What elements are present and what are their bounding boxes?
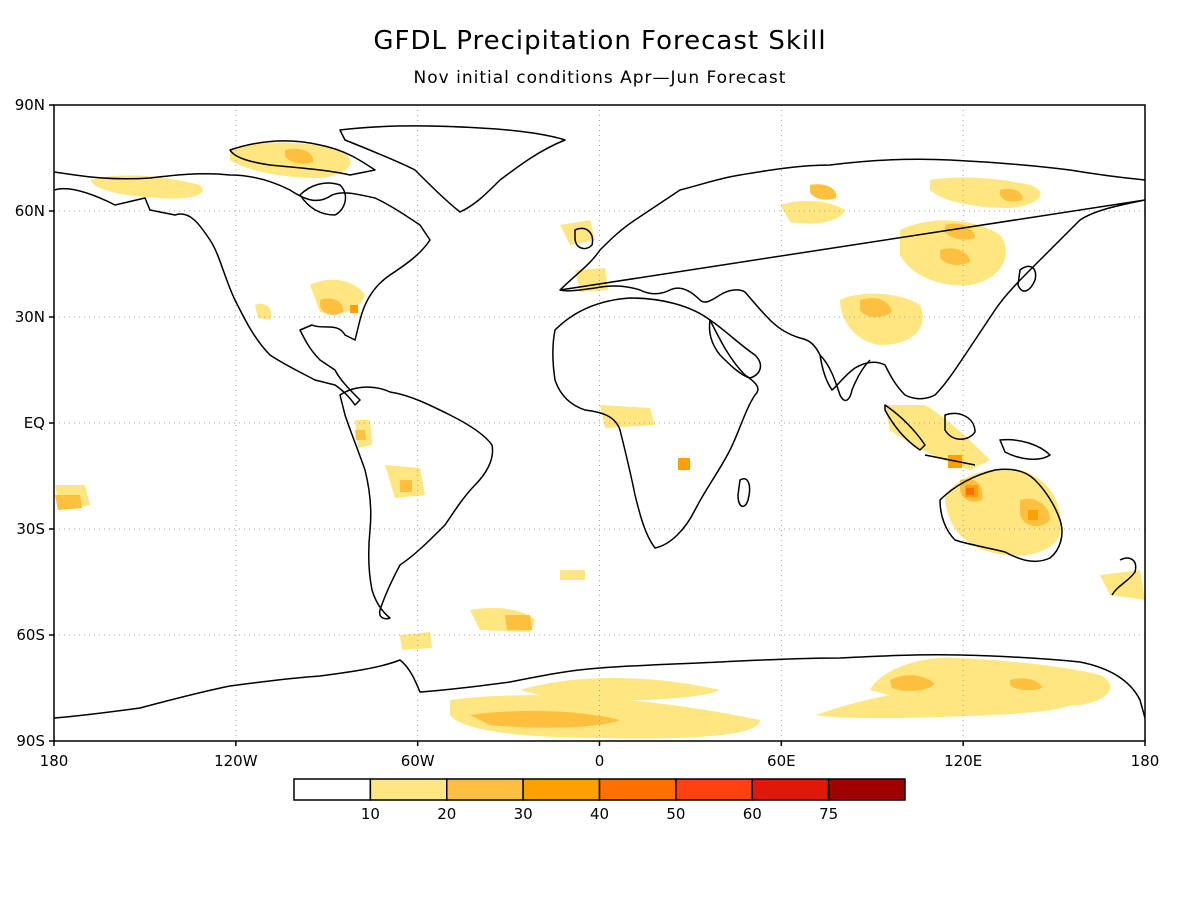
new-zealand-coast — [1111, 557, 1137, 596]
colorbar-swatch — [446, 778, 524, 801]
africa-coast — [552, 297, 759, 549]
skill-shading — [55, 142, 1145, 739]
coastlines — [54, 125, 1145, 719]
colorbar-swatch — [827, 778, 906, 801]
map-subtitle: Nov initial conditions Apr—Jun Forecast — [413, 68, 787, 88]
lat-label: 90N — [15, 96, 45, 114]
lon-label: 60E — [767, 752, 796, 770]
south-america-coast — [339, 386, 494, 620]
map-gridlines — [54, 105, 1145, 741]
lat-label: 60S — [16, 626, 45, 644]
skill-class-20-30 — [55, 148, 1050, 728]
colorbar-label: 40 — [590, 805, 609, 823]
madagascar-coast — [737, 478, 751, 507]
colorbar-swatch — [598, 778, 677, 801]
colorbar-swatch — [522, 778, 601, 801]
lon-label: 180 — [40, 752, 69, 770]
india-coast — [819, 354, 871, 402]
colorbar-swatch — [675, 778, 753, 801]
japan-coast — [1017, 265, 1037, 292]
lat-label: 30S — [16, 520, 45, 538]
lon-label: 60W — [401, 752, 435, 770]
colorbar-swatch — [369, 778, 448, 801]
hudson-bay-coast — [299, 182, 347, 216]
skill-colorbar: 10 20 30 40 50 60 75 — [293, 778, 906, 823]
borneo-coast — [944, 412, 976, 440]
sumatra-coast — [884, 404, 926, 451]
lon-label: 120E — [944, 752, 982, 770]
lon-label: 0 — [595, 752, 605, 770]
colorbar-label: 60 — [743, 805, 762, 823]
new-guinea-coast — [999, 438, 1051, 460]
colorbar-label: 10 — [361, 805, 380, 823]
uk-coast — [574, 227, 594, 250]
colorbar-swatch — [293, 778, 372, 801]
arabian-peninsula-coast — [708, 319, 762, 379]
lon-label: 180 — [1131, 752, 1160, 770]
colorbar-label: 50 — [666, 805, 685, 823]
antarctica-coast — [54, 653, 1145, 719]
australia-coast — [939, 468, 1063, 563]
lon-label: 120W — [214, 752, 258, 770]
skill-class-40-50 — [966, 488, 974, 495]
colorbar-label: 75 — [819, 805, 838, 823]
greenland-coast — [339, 125, 566, 213]
lat-label: 30N — [15, 308, 45, 326]
colorbar-label: 30 — [514, 805, 533, 823]
colorbar-label: 20 — [437, 805, 456, 823]
lat-label: 60N — [15, 202, 45, 220]
map-axes: 90N 60N 30N EQ 30S 60S 90S 180 120W 60W 0 60E 120E 18… — [15, 96, 1160, 770]
colorbar-swatch — [751, 778, 830, 801]
lat-label: 90S — [16, 732, 45, 750]
lat-label: EQ — [24, 414, 45, 432]
canadian-islands-coast — [229, 140, 376, 176]
north-america-coast — [54, 171, 431, 406]
eurasia-coast — [559, 158, 1145, 400]
java-coast — [924, 454, 976, 466]
map-title: GFDL Precipitation Forecast Skill — [373, 26, 827, 56]
